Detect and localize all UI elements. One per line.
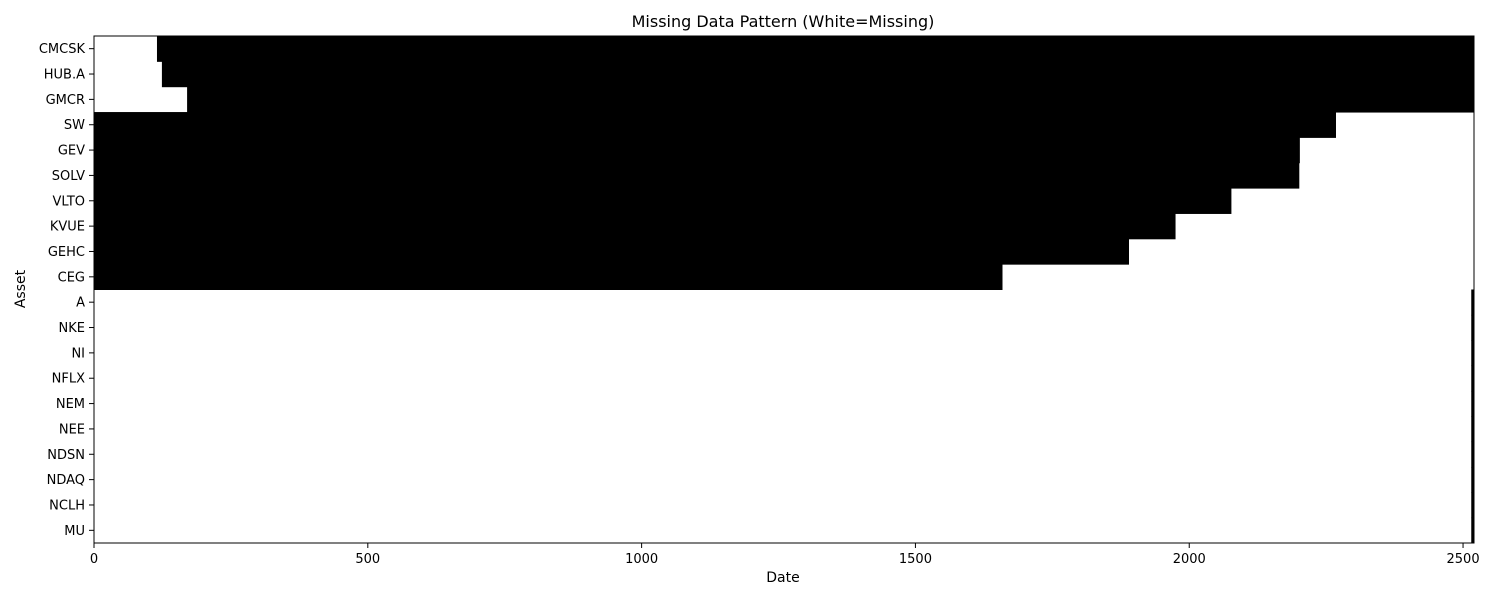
y-axis-label: Asset xyxy=(13,269,29,308)
present-segment-nclh xyxy=(1471,492,1474,519)
y-tick-label: SW xyxy=(64,118,85,133)
y-axis: CMCSKHUB.AGMCRSWGEVSOLVVLTOKVUEGEHCCEGAN… xyxy=(39,42,94,539)
present-segment-nflx xyxy=(1471,365,1474,392)
present-segment-gmcr xyxy=(187,86,1475,113)
present-segment-hub-a xyxy=(161,61,1474,88)
y-tick-label: NEE xyxy=(59,422,85,437)
y-tick-label: MU xyxy=(64,524,85,539)
y-tick-label: HUB.A xyxy=(44,68,85,83)
present-segment-kvue xyxy=(94,213,1176,240)
y-tick-label: A xyxy=(76,296,85,311)
present-segment-ni xyxy=(1471,340,1474,367)
plot-frame xyxy=(93,35,1475,544)
x-tick-label: 1500 xyxy=(899,552,932,567)
y-tick-label: NI xyxy=(71,346,85,361)
y-tick-label: VLTO xyxy=(52,194,85,209)
present-segment-nee xyxy=(1471,416,1474,443)
present-segment-solv xyxy=(94,162,1300,189)
y-tick-label: NCLH xyxy=(49,498,85,513)
present-segment-cmcsk xyxy=(156,36,1474,62)
x-tick-label: 2500 xyxy=(1447,552,1480,567)
present-segment-nke xyxy=(1471,314,1474,341)
x-tick-label: 2000 xyxy=(1173,552,1206,567)
x-axis: 0 500 1000 1500 2000 2500 xyxy=(90,543,1480,567)
y-tick-label: KVUE xyxy=(50,220,85,235)
present-segment-sw xyxy=(94,112,1336,138)
y-tick-label: CMCSK xyxy=(39,42,86,57)
y-tick-label: CEG xyxy=(58,270,85,285)
y-tick-label: SOLV xyxy=(52,169,85,184)
present-segment-a xyxy=(1471,289,1474,316)
y-tick-label: NDSN xyxy=(47,448,85,463)
y-tick-label: GMCR xyxy=(46,93,85,108)
x-tick-label: 1000 xyxy=(625,552,658,567)
present-segment-ndaq xyxy=(1471,466,1474,493)
present-segment-nem xyxy=(1471,390,1474,417)
x-tick-label: 500 xyxy=(355,552,380,567)
present-segment-ndsn xyxy=(1471,441,1474,468)
y-tick-label: NFLX xyxy=(52,372,85,387)
x-tick-label: 0 xyxy=(90,552,98,567)
y-tick-label: GEV xyxy=(58,144,85,159)
heatmap-cells xyxy=(94,36,1475,544)
y-tick-label: NKE xyxy=(59,321,85,336)
present-segment-vlto xyxy=(94,188,1232,214)
x-axis-label: Date xyxy=(766,570,799,586)
chart-title: Missing Data Pattern (White=Missing) xyxy=(632,12,935,31)
present-segment-ceg xyxy=(94,264,1003,290)
present-segment-mu xyxy=(1471,517,1474,544)
y-tick-label: NEM xyxy=(56,397,85,412)
y-tick-label: GEHC xyxy=(48,245,85,260)
present-segment-gehc xyxy=(94,238,1129,265)
y-tick-label: NDAQ xyxy=(47,473,85,488)
present-segment-gev xyxy=(94,137,1300,164)
